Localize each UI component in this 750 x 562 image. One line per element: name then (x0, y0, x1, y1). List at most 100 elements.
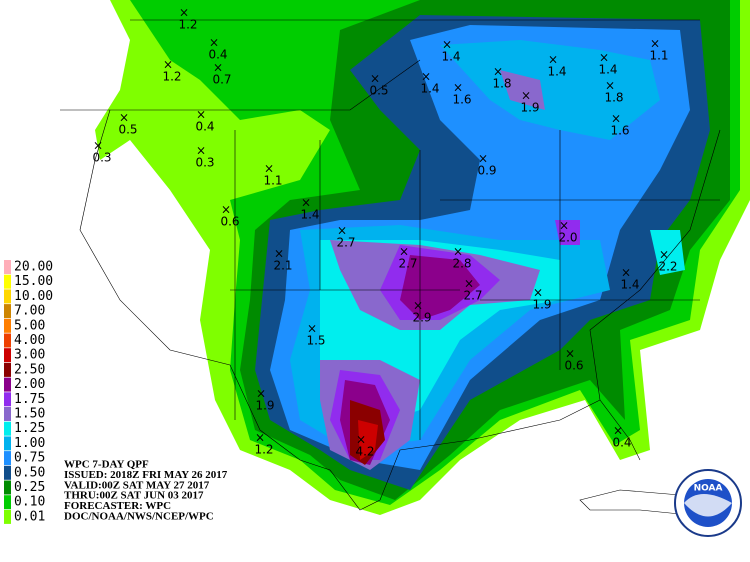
point-value: 1.9 (255, 399, 274, 413)
legend-label: 5.00 (14, 318, 45, 333)
point-marker: × (478, 152, 488, 166)
point-value: 0.7 (212, 73, 231, 87)
point-value: 1.4 (441, 50, 460, 64)
point-marker: × (605, 79, 615, 93)
point-marker: × (256, 387, 266, 401)
point-value: 1.4 (620, 278, 639, 292)
legend-label: 1.50 (14, 407, 45, 422)
point-marker: × (209, 36, 219, 50)
legend-swatch (4, 289, 11, 304)
point-value: 0.3 (92, 151, 111, 165)
legend-swatch (4, 480, 11, 495)
noaa-logo: NOAA (674, 469, 742, 537)
point-value: 4.2 (355, 445, 374, 459)
point-marker: × (493, 65, 503, 79)
point-value: 0.6 (564, 359, 583, 373)
point-value: 0.3 (195, 156, 214, 170)
legend-swatch (4, 260, 11, 274)
logo-text: NOAA (694, 484, 723, 494)
coast (79, 109, 721, 511)
point-marker: × (399, 245, 409, 259)
point-value: 1.2 (254, 443, 273, 457)
legend: 20.0015.0010.007.005.004.003.002.502.001… (4, 260, 53, 524)
point-marker: × (196, 144, 206, 158)
border (60, 19, 720, 440)
point-value: 0.5 (369, 84, 388, 98)
legend-label: 1.25 (14, 421, 45, 436)
point-value: 1.4 (300, 208, 319, 222)
point-marker: × (565, 347, 575, 361)
point-value: 2.8 (452, 257, 471, 271)
point-marker: × (179, 6, 189, 20)
point-value: 1.6 (452, 93, 471, 107)
legend-swatch (4, 348, 11, 363)
point-marker: × (650, 37, 660, 51)
point-marker: × (356, 433, 366, 447)
precip-area (330, 220, 580, 460)
legend-swatch (4, 392, 11, 407)
point-marker: × (548, 53, 558, 67)
legend-swatch (4, 451, 11, 466)
legend-label: 4.00 (14, 333, 45, 348)
point-marker: × (264, 162, 274, 176)
legend-label: 0.10 (14, 495, 45, 510)
legend-label: 0.50 (14, 465, 45, 480)
point-marker: × (93, 139, 103, 153)
point-marker: × (599, 51, 609, 65)
point-marker: × (464, 277, 474, 291)
header-line: ISSUED: 2018Z FRI MAY 26 2017 (64, 469, 228, 481)
point-value: 2.9 (412, 311, 431, 325)
legend-label: 7.00 (14, 304, 45, 319)
legend-swatch (4, 509, 11, 524)
point-value: 1.5 (306, 334, 325, 348)
point-marker: × (274, 247, 284, 261)
point-marker: × (370, 72, 380, 86)
point-value: 1.9 (532, 298, 551, 312)
point-value: 0.6 (220, 215, 239, 229)
point-marker: × (533, 286, 543, 300)
point-value: 1.2 (162, 70, 181, 84)
point-value: 1.4 (420, 82, 439, 96)
point-marker: × (453, 81, 463, 95)
precip-areas (95, 0, 750, 515)
header-line: FORECASTER: WPC (64, 500, 171, 512)
legend-swatch (4, 318, 11, 333)
legend-label: 10.00 (14, 289, 53, 304)
point-marker: × (521, 89, 531, 103)
point-marker: × (621, 266, 631, 280)
legend-label: 0.01 (14, 509, 45, 524)
legend-swatch (4, 304, 11, 319)
point-marker: × (301, 196, 311, 210)
point-marker: × (442, 38, 452, 52)
point-value: 1.1 (649, 49, 668, 63)
legend-label: 20.00 (14, 260, 53, 275)
legend-swatch (4, 421, 11, 436)
legend-label: 3.00 (14, 348, 45, 363)
point-marker: × (611, 112, 621, 126)
point-value: 2.0 (558, 231, 577, 245)
point-value: 1.8 (492, 77, 511, 91)
legend-swatch (4, 495, 11, 510)
point-marker: × (119, 111, 129, 125)
point-marker: × (559, 219, 569, 233)
point-value: 1.4 (547, 65, 566, 79)
logo-gull (684, 494, 732, 517)
legend-swatch (4, 377, 11, 392)
point-marker: × (221, 203, 231, 217)
legend-swatch (4, 333, 11, 348)
legend-swatch (4, 274, 11, 289)
point-value: 0.4 (195, 120, 214, 134)
borders (60, 19, 721, 516)
point-value: 0.4 (208, 48, 227, 62)
legend-label: 0.25 (14, 480, 45, 495)
point-value: 2.7 (398, 257, 417, 271)
legend-swatch (4, 436, 11, 451)
legend-swatch (4, 362, 11, 377)
legend-label: 0.75 (14, 451, 45, 466)
legend-swatch (4, 407, 11, 421)
point-marker: × (337, 224, 347, 238)
legend-label: 2.50 (14, 362, 45, 377)
